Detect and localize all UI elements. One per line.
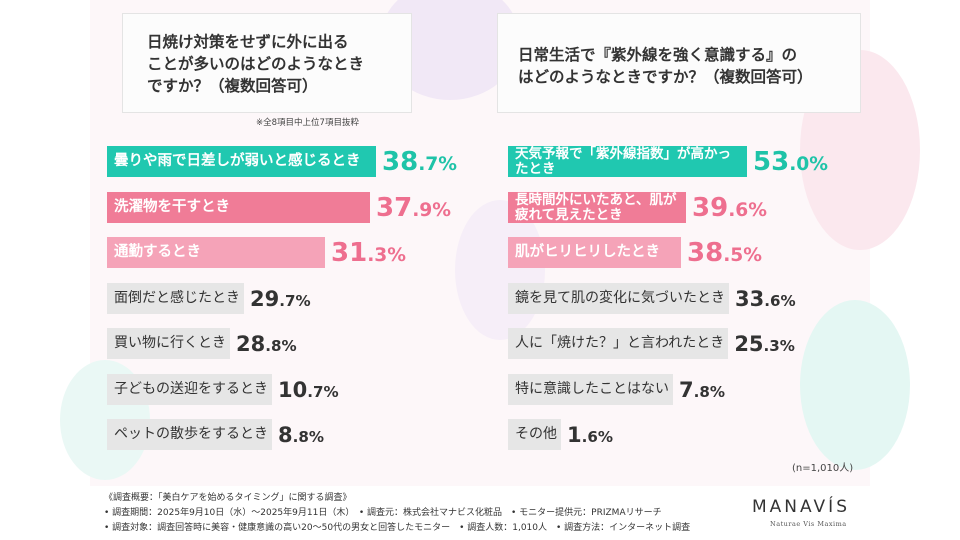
right-title-line-1: 日常生活で『紫外線を強く意識する』の bbox=[518, 46, 798, 64]
right-bar bbox=[508, 237, 681, 268]
right-bar-label: 天気予報で「紫外線指数」が高かったとき bbox=[515, 146, 731, 177]
left-value-label: 38.7% bbox=[382, 147, 458, 177]
left-bar-label: 子どもの送迎をするとき bbox=[114, 381, 268, 397]
left-value-label: 29.7% bbox=[250, 287, 311, 311]
left-value-label: 8.8% bbox=[278, 423, 325, 447]
right-value-label: 38.5% bbox=[687, 238, 763, 268]
left-bar-label: ペットの散歩をするとき bbox=[114, 426, 268, 442]
right-value-label: 25.3% bbox=[734, 332, 795, 356]
brand-logo: MANAVÍS bbox=[752, 497, 850, 517]
decorative-blob bbox=[800, 300, 910, 470]
left-value-label: 37.9% bbox=[376, 193, 452, 223]
brand-tagline: Naturae Vis Maxima bbox=[770, 520, 847, 528]
left-bar-label: 面倒だと感じたとき bbox=[114, 290, 240, 306]
right-bar-label: 鏡を見て肌の変化に気づいたとき bbox=[515, 290, 725, 306]
left-bar-label: 買い物に行くとき bbox=[114, 335, 226, 351]
right-value-label: 39.6% bbox=[692, 193, 768, 223]
decorative-blob bbox=[455, 200, 545, 340]
sample-size-note: (n=1,010人) bbox=[792, 463, 854, 474]
right-bar bbox=[508, 328, 729, 359]
survey-summary-title: 《調査概要：「美白ケアを始めるタイミング」に関する調査》 bbox=[104, 493, 352, 503]
left-value-label: 28.8% bbox=[236, 332, 297, 356]
left-title-line-3: ですか？（複数回答可） bbox=[147, 77, 318, 95]
right-bar bbox=[508, 374, 673, 405]
left-bar-label: 曇りや雨で日差しが弱いと感じるとき bbox=[114, 153, 361, 169]
left-value-label: 10.7% bbox=[278, 378, 339, 402]
left-bar bbox=[107, 374, 272, 405]
right-bar-label: 人に「焼けた？」と言われたとき bbox=[515, 335, 725, 351]
left-value-label: 31.3% bbox=[331, 238, 407, 268]
right-value-label: 7.8% bbox=[679, 378, 726, 402]
right-bar bbox=[508, 283, 729, 314]
left-bar bbox=[107, 328, 230, 359]
right-bar bbox=[508, 146, 747, 177]
right-question-box bbox=[497, 13, 861, 113]
left-bar bbox=[107, 419, 272, 450]
left-bar-label: 洗濯物を干すとき bbox=[114, 199, 230, 215]
right-title-line-2: はどのようなときですか？（複数回答可） bbox=[518, 68, 813, 86]
survey-summary-line-1: • 調査期間：2025年9月10日（水）～2025年9月11日（木） • 調査元… bbox=[104, 508, 662, 518]
left-bar-label: 通勤するとき bbox=[114, 244, 201, 260]
right-bar bbox=[508, 192, 686, 223]
right-value-label: 33.6% bbox=[735, 287, 796, 311]
right-bar-label: その他 bbox=[515, 426, 557, 442]
right-bar-label: 特に意識したことはない bbox=[515, 381, 669, 397]
right-bar-label: 長時間外にいたあと、肌が疲れて見えたとき bbox=[515, 192, 677, 223]
right-bar bbox=[508, 419, 561, 450]
left-question-box bbox=[122, 13, 412, 113]
left-bar bbox=[107, 237, 325, 268]
right-bar-label: 肌がヒリヒリしたとき bbox=[515, 244, 660, 260]
right-value-label: 1.6% bbox=[567, 423, 614, 447]
left-title-line-1: 日焼け対策をせずに外に出る bbox=[147, 33, 349, 51]
left-bar bbox=[107, 146, 376, 177]
left-bar bbox=[107, 283, 244, 314]
left-note: ※全8項目中上位7項目抜粋 bbox=[256, 118, 359, 128]
left-bar bbox=[107, 192, 370, 223]
right-value-label: 53.0% bbox=[753, 147, 829, 177]
left-title-line-2: ことが多いのはどのようなとき bbox=[147, 55, 365, 73]
survey-summary-line-2: • 調査対象：調査回答時に美容・健康意識の高い20～50代の男女と回答したモニタ… bbox=[104, 523, 691, 533]
